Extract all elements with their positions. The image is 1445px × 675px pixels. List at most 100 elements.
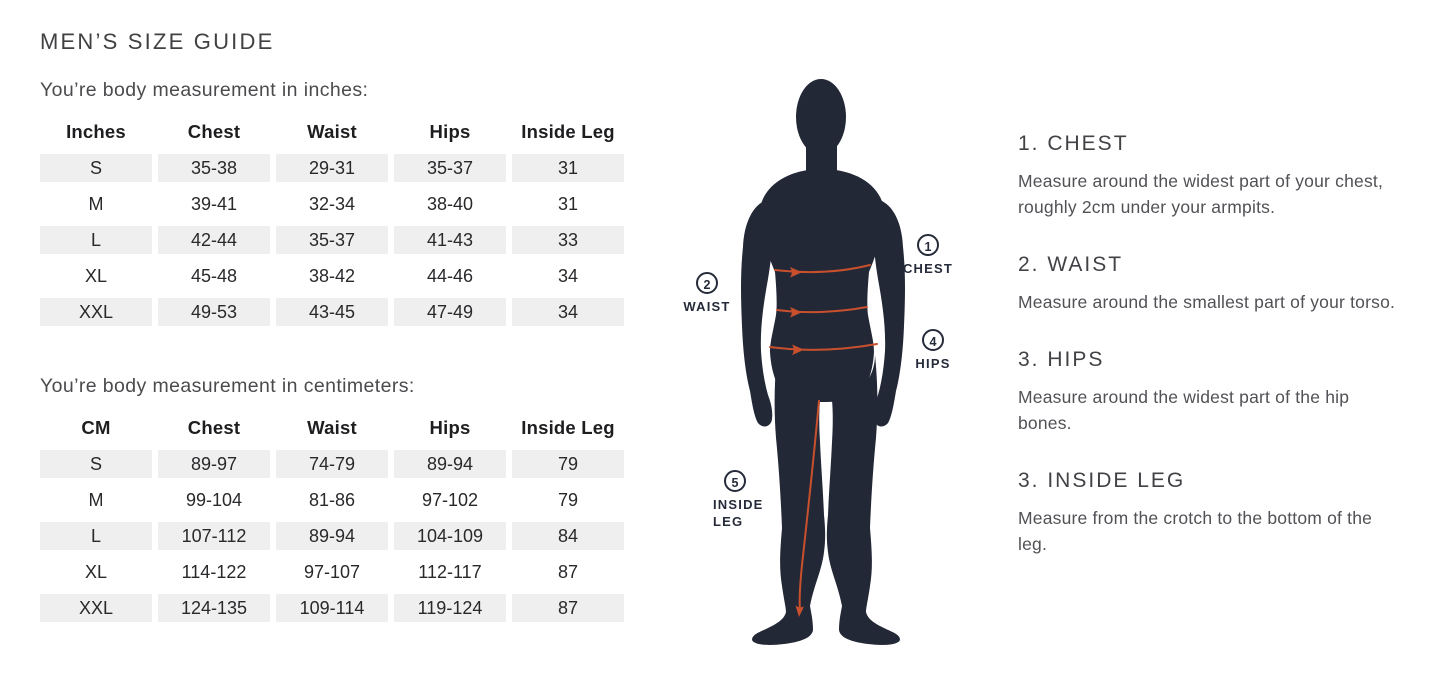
column-header: Chest	[187, 417, 241, 438]
measurement-cell: 35-38	[158, 154, 270, 182]
measurement-arrows	[769, 264, 878, 617]
measurement-cell: 39-41	[190, 193, 238, 214]
table-subtitle: You’re body measurement in centimeters:	[40, 375, 415, 397]
instruction-heading: 2. WAIST	[1018, 253, 1124, 276]
measurement-cell: 112-117	[418, 561, 482, 582]
column-header: Inches	[66, 121, 126, 142]
instruction-heading: 3. INSIDE LEG	[1018, 469, 1186, 492]
measurement-cell: 38-42	[308, 265, 356, 286]
figure-label-text: HIPS	[915, 356, 951, 371]
instruction-body: Measure around the widest part of your c…	[1018, 171, 1384, 217]
neck-shape	[806, 132, 837, 177]
measurement-cell: 34	[557, 265, 579, 286]
measure-instruction: 1. CHEST Measure around the widest part o…	[1018, 132, 1418, 220]
table-row: XXL 49-53 43-45 47-49 34	[40, 298, 624, 326]
measurement-cell: 43-45	[276, 298, 388, 326]
measurement-cell: 89-94	[394, 450, 506, 478]
size-tables-panel: MEN’S SIZE GUIDE You’re body measurement…	[40, 28, 640, 670]
column-header: Waist	[307, 121, 357, 142]
measurement-cell: 109-114	[276, 594, 388, 622]
measure-instruction: 3. INSIDE LEG Measure from the crotch to …	[1018, 469, 1418, 557]
measurement-cell: 41-43	[394, 226, 506, 254]
instruction-heading: 3. HIPS	[1018, 348, 1105, 371]
measurement-cell: 114-122	[181, 561, 247, 582]
measurement-cell: 97-107	[303, 561, 361, 582]
column-header: CM	[81, 417, 111, 438]
instruction-body: Measure around the smallest part of your…	[1018, 292, 1396, 312]
male-silhouette	[741, 79, 905, 645]
figure-label-hips: 4 HIPS	[898, 329, 968, 372]
column-header: Hips	[429, 417, 471, 438]
measurement-cell: 104-109	[394, 522, 506, 550]
figure-label-text: WAIST	[683, 299, 731, 314]
size-table: CM Chest Waist Hips Inside Leg S 89-97 74-79 89-…	[34, 406, 630, 630]
measurement-cell: 89-97	[158, 450, 270, 478]
measurement-cell: 35-37	[276, 226, 388, 254]
measurement-cell: 45-48	[190, 265, 238, 286]
figure-label-text: CHEST	[902, 261, 954, 276]
figure-label-chest: 1 CHEST	[893, 234, 963, 277]
instructions-panel: 1. CHEST Measure around the widest part o…	[1018, 132, 1418, 590]
measurement-cell: 31	[557, 193, 579, 214]
size-table-section: You’re body measurement in centimeters: C…	[40, 374, 640, 630]
waist-arrow-head	[790, 307, 802, 318]
torso-shape	[760, 170, 884, 402]
instruction-body: Measure from the crotch to the bottom of…	[1018, 508, 1373, 554]
figure-label-inside-leg: 5 INSIDE LEG	[713, 470, 803, 530]
measurement-cell: 119-124	[394, 594, 506, 622]
instruction-heading: 1. CHEST	[1018, 132, 1129, 155]
figure-label-text: INSIDE LEG	[713, 497, 764, 529]
left-arm-shape	[741, 200, 773, 427]
inside-leg-arrow-head	[795, 605, 804, 617]
measurement-cell: 44-46	[426, 265, 474, 286]
header-row: Inches Chest Waist Hips Inside Leg	[40, 118, 624, 146]
measurement-cell: 87	[557, 561, 579, 582]
table-row: L 107-112 89-94 104-109 84	[40, 522, 624, 550]
size-table: Inches Chest Waist Hips Inside Leg S 35-38 29-3…	[34, 110, 630, 334]
measurement-cell: 35-37	[394, 154, 506, 182]
chest-arrow-head	[790, 267, 802, 278]
column-header: Inside Leg	[521, 121, 615, 142]
measurement-cell: 87	[512, 594, 624, 622]
header-row: CM Chest Waist Hips Inside Leg	[40, 414, 624, 442]
waist-arrow-line	[776, 306, 868, 314]
figure-number-circle: 5	[724, 470, 746, 492]
size-cell: XL	[84, 265, 108, 286]
table-row: S 35-38 29-31 35-37 31	[40, 154, 624, 182]
column-header: Inside Leg	[521, 417, 615, 438]
measurement-cell: 38-40	[426, 193, 474, 214]
measure-instruction: 2. WAIST Measure around the smallest part…	[1018, 253, 1418, 315]
measurement-cell: 31	[512, 154, 624, 182]
chest-arrow-line	[774, 264, 871, 274]
column-header: Chest	[187, 121, 241, 142]
body-figure: 1 CHEST 2 WAIST 4 HIPS 5 INSIDE LEG	[680, 60, 980, 670]
size-cell: S	[40, 450, 152, 478]
right-leg-shape	[826, 355, 900, 645]
size-cell: XL	[84, 561, 108, 582]
size-cell: S	[40, 154, 152, 182]
measurement-cell: 49-53	[158, 298, 270, 326]
size-cell: XXL	[40, 298, 152, 326]
measurement-cell: 97-102	[421, 489, 479, 510]
figure-label-waist: 2 WAIST	[670, 272, 744, 315]
figure-number-circle: 1	[917, 234, 939, 256]
table-row: M 99-104 81-86 97-102 79	[40, 486, 624, 514]
measurement-cell: 84	[512, 522, 624, 550]
size-table-section: You’re body measurement in inches: Inches…	[40, 78, 640, 334]
measurement-cell: 124-135	[158, 594, 270, 622]
measurement-cell: 99-104	[185, 489, 243, 510]
measurement-cell: 47-49	[394, 298, 506, 326]
measurement-cell: 34	[512, 298, 624, 326]
size-cell: XXL	[40, 594, 152, 622]
right-arm-shape	[873, 200, 905, 427]
column-header: Waist	[307, 417, 357, 438]
table-row: XXL 124-135 109-114 119-124 87	[40, 594, 624, 622]
measure-instruction: 3. HIPS Measure around the widest part of…	[1018, 348, 1418, 436]
measurement-cell: 32-34	[308, 193, 356, 214]
silhouette-shapes	[741, 79, 905, 645]
inside-leg-arrow-line	[798, 400, 820, 610]
size-cell: L	[40, 522, 152, 550]
column-header: Hips	[429, 121, 471, 142]
measurement-cell: 74-79	[276, 450, 388, 478]
